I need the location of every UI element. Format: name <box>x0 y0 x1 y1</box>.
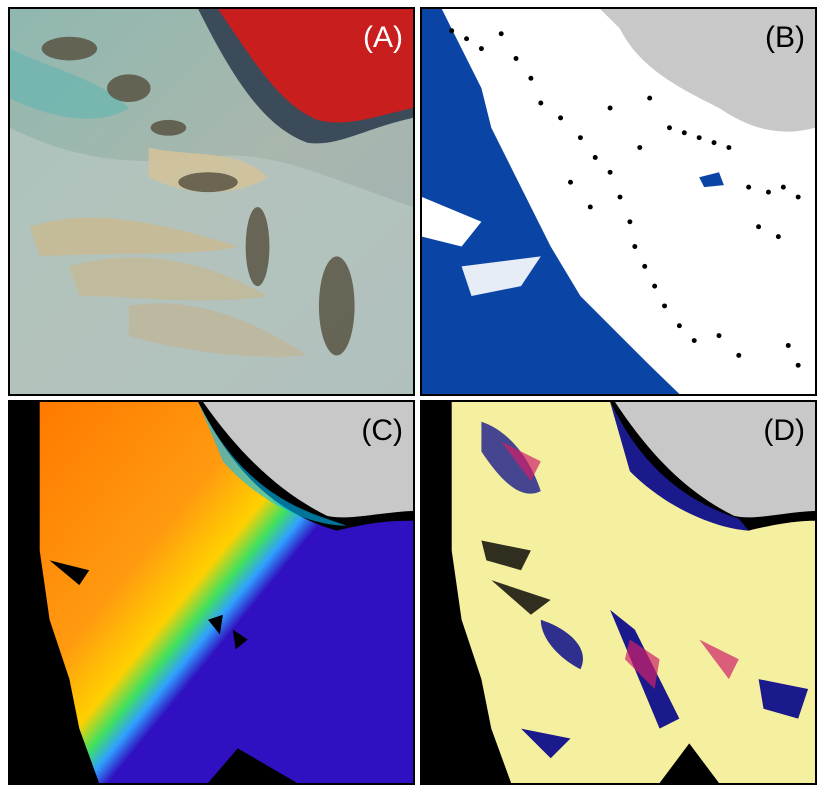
panel-a-satellite-image: (A) <box>8 7 415 396</box>
sample-points <box>449 28 801 368</box>
panel-b-water-mask: (B) <box>420 7 817 396</box>
elevation-colormap <box>10 402 413 783</box>
change-heatmap <box>422 402 815 783</box>
panel-c-elevation: (C) <box>8 400 415 785</box>
panel-d-change-map: (D) <box>420 400 817 785</box>
panel-label: (C) <box>361 414 403 447</box>
panel-label: (A) <box>363 21 403 54</box>
panel-label: (D) <box>763 414 805 447</box>
satellite-rgb-image <box>10 9 413 394</box>
water-mask-map <box>422 9 815 394</box>
panel-label: (B) <box>765 21 805 54</box>
